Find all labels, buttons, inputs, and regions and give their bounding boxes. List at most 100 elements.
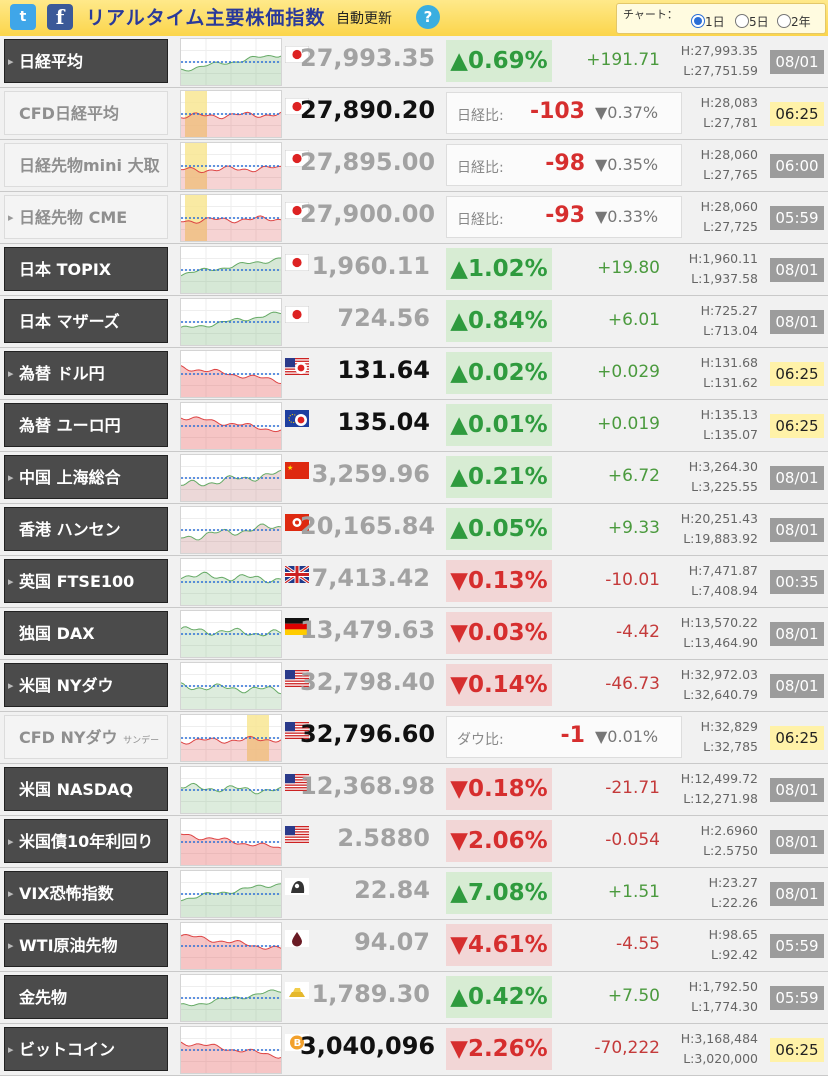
- market-row[interactable]: CFD NYダウ サンデー 32,796.60 ダウ比: -1 ▼0.01% H:32,8…: [0, 712, 828, 764]
- mini-chart[interactable]: [180, 922, 282, 970]
- row-label-button[interactable]: VIX恐怖指数: [4, 871, 168, 916]
- us-flag-icon: [285, 722, 309, 739]
- row-label-button[interactable]: 日本 マザーズ: [4, 299, 168, 343]
- low-value: L:12,271.98: [683, 791, 758, 806]
- mini-chart[interactable]: [180, 662, 282, 710]
- high-value: H:1,960.11: [688, 251, 758, 266]
- market-row[interactable]: 米国債10年利回り 2.5880 ▼2.06% -0.054 H:2.6960 L:2.5…: [0, 816, 828, 868]
- change-absolute: -46.73: [605, 674, 660, 694]
- twitter-icon[interactable]: t: [10, 4, 36, 30]
- update-time: 06:25: [770, 102, 824, 126]
- high-value: H:98.65: [708, 927, 758, 942]
- row-label: ビットコイン: [19, 1040, 116, 1059]
- row-label-button[interactable]: ビットコイン: [4, 1027, 168, 1072]
- facebook-icon[interactable]: f: [47, 4, 73, 30]
- mini-chart[interactable]: [180, 870, 282, 918]
- mini-chart[interactable]: [180, 38, 282, 86]
- row-label-button[interactable]: 日本 TOPIX: [4, 247, 168, 291]
- row-label: 英国 FTSE100: [19, 572, 135, 591]
- mini-chart[interactable]: [180, 506, 282, 554]
- market-row[interactable]: 香港 ハンセン 20,165.84 ▲0.05% +9.33 H:20,251.43 L:…: [0, 504, 828, 556]
- oil-flag-icon: [285, 930, 309, 947]
- price-value: 20,165.84: [300, 512, 436, 540]
- mini-chart[interactable]: [180, 142, 282, 190]
- page-title: リアルタイム主要株価指数: [86, 7, 326, 29]
- row-label-button[interactable]: 日経先物mini 大取: [4, 143, 168, 187]
- market-row[interactable]: 米国 NASDAQ 12,368.98 ▼0.18% -21.71 H:12,499.7…: [0, 764, 828, 816]
- row-label: 日経先物 CME: [19, 208, 128, 227]
- high-low: H:1,960.11 L:1,937.58: [662, 249, 758, 289]
- market-row[interactable]: WTI原油先物 94.07 ▼4.61% -4.55 H:98.65 L:92.42 05:…: [0, 920, 828, 972]
- low-value: L:1,937.58: [691, 271, 758, 286]
- radio-5day[interactable]: 5日: [735, 13, 769, 29]
- row-label-button[interactable]: 為替 ドル円: [4, 351, 168, 396]
- market-row[interactable]: 為替 ユーロ円 135.04 ▲0.01% +0.019 H:135.13 L:135.0…: [0, 400, 828, 452]
- jp-flag-icon: [285, 46, 309, 63]
- mini-chart[interactable]: [180, 714, 282, 762]
- high-low: H:28,060 L:27,765: [662, 145, 758, 185]
- help-icon[interactable]: ?: [416, 5, 440, 29]
- row-label-button[interactable]: CFD NYダウ サンデー: [4, 715, 168, 759]
- row-label-button[interactable]: 金先物: [4, 975, 168, 1019]
- market-row[interactable]: 金先物 1,789.30 ▲0.42% +7.50 H:1,792.50 L:1,774.…: [0, 972, 828, 1024]
- mini-chart[interactable]: [180, 454, 282, 502]
- market-row[interactable]: 米国 NYダウ 32,798.40 ▼0.14% -46.73 H:32,972.03 L…: [0, 660, 828, 712]
- market-row[interactable]: 日本 TOPIX 1,960.11 ▲1.02% +19.80 H:1,960.11 L:…: [0, 244, 828, 296]
- mini-chart[interactable]: [180, 1026, 282, 1074]
- high-value: H:725.27: [700, 303, 758, 318]
- market-row[interactable]: 日経先物mini 大取 27,895.00 日経比: -98 ▼0.35% H:28,06…: [0, 140, 828, 192]
- mini-chart[interactable]: [180, 298, 282, 346]
- price-value: 724.56: [337, 304, 430, 332]
- row-label-button[interactable]: 為替 ユーロ円: [4, 403, 168, 447]
- update-time: 05:59: [770, 986, 824, 1010]
- mini-chart[interactable]: [180, 766, 282, 814]
- compare-box: 日経比: -103 ▼0.37%: [446, 92, 682, 134]
- price-value: 1,789.30: [311, 980, 430, 1008]
- row-label-button[interactable]: 米国 NASDAQ: [4, 767, 168, 811]
- mini-chart[interactable]: [180, 974, 282, 1022]
- market-row[interactable]: 独国 DAX 13,479.63 ▼0.03% -4.42 H:13,570.22 L:1…: [0, 608, 828, 660]
- mini-chart[interactable]: [180, 402, 282, 450]
- mini-chart[interactable]: [180, 610, 282, 658]
- high-low: H:3,264.30 L:3,225.55: [662, 457, 758, 497]
- market-row[interactable]: 為替 ドル円 131.64 ▲0.02% +0.029 H:131.68 L:131.62…: [0, 348, 828, 400]
- row-label-button[interactable]: 香港 ハンセン: [4, 507, 168, 551]
- market-row[interactable]: CFD日経平均 27,890.20 日経比: -103 ▼0.37% H:28,083 L:…: [0, 88, 828, 140]
- update-time: 08/01: [770, 830, 824, 854]
- row-label: 米国 NYダウ: [19, 676, 114, 695]
- mini-chart[interactable]: [180, 818, 282, 866]
- hk-flag-icon: [285, 514, 309, 531]
- row-label-button[interactable]: 日経先物 CME: [4, 195, 168, 240]
- row-label-button[interactable]: CFD日経平均: [4, 91, 168, 135]
- mini-chart[interactable]: [180, 246, 282, 294]
- row-label-button[interactable]: 英国 FTSE100: [4, 559, 168, 604]
- mini-chart[interactable]: [180, 194, 282, 242]
- market-row[interactable]: 日経先物 CME 27,900.00 日経比: -93 ▼0.33% H:28,060 L:…: [0, 192, 828, 244]
- high-value: H:2.6960: [700, 823, 758, 838]
- mini-chart[interactable]: [180, 90, 282, 138]
- row-label-button[interactable]: 独国 DAX: [4, 611, 168, 655]
- market-row[interactable]: 日経平均 27,993.35 ▲0.69% +191.71 H:27,993.35 L:2…: [0, 36, 828, 88]
- row-label-button[interactable]: WTI原油先物: [4, 923, 168, 968]
- row-label-button[interactable]: 米国 NYダウ: [4, 663, 168, 708]
- radio-2year[interactable]: 2年: [777, 13, 811, 29]
- market-row[interactable]: 日本 マザーズ 724.56 ▲0.84% +6.01 H:725.27 L:713.04…: [0, 296, 828, 348]
- mini-chart[interactable]: [180, 558, 282, 606]
- update-time: 06:25: [770, 1038, 824, 1062]
- low-value: L:713.04: [703, 323, 758, 338]
- price-value: 27,895.00: [300, 148, 436, 176]
- market-row[interactable]: VIX恐怖指数 22.84 ▲7.08% +1.51 H:23.27 L:22.26 08/…: [0, 868, 828, 920]
- radio-1day[interactable]: 1日: [691, 13, 725, 29]
- high-value: H:32,972.03: [680, 667, 758, 682]
- row-label-button[interactable]: 中国 上海総合: [4, 455, 168, 500]
- row-label-button[interactable]: 日経平均: [4, 39, 168, 84]
- row-label: CFD NYダウ: [19, 728, 118, 747]
- price-value: 131.64: [337, 356, 430, 384]
- mini-chart[interactable]: [180, 350, 282, 398]
- market-row[interactable]: 中国 上海総合 ★ 3,259.96 ▲0.21% +6.72 H:3,264.30 L:3…: [0, 452, 828, 504]
- row-label-button[interactable]: 米国債10年利回り: [4, 819, 168, 864]
- row-label: 金先物: [19, 988, 68, 1007]
- market-row[interactable]: 英国 FTSE1007,413.42▼0.13%-10.01H:7,471.87…: [0, 556, 828, 608]
- high-value: H:12,499.72: [680, 771, 758, 786]
- market-row[interactable]: ビットコインB3,040,096▼2.26%-70,222H:3,168,484…: [0, 1024, 828, 1076]
